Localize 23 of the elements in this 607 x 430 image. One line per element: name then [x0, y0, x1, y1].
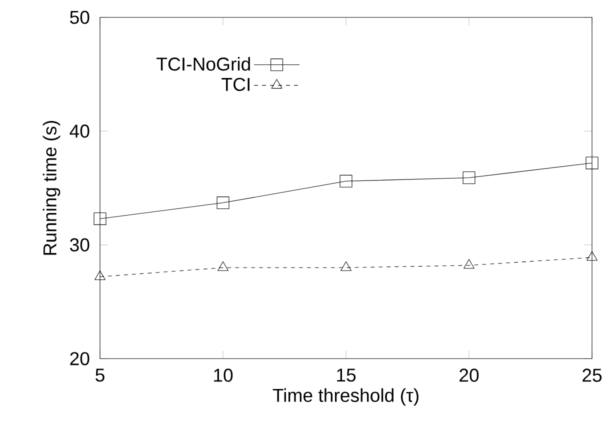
y-tick-label: 50 — [70, 10, 90, 24]
point — [216, 196, 230, 210]
point — [586, 156, 598, 170]
y-tick-label: 40 — [70, 124, 90, 138]
point — [586, 251, 598, 261]
y-tick-label: 30 — [70, 238, 90, 252]
x-tick-label: 25 — [582, 368, 602, 382]
point — [94, 212, 106, 225]
point — [464, 259, 474, 269]
y-axis-title: Running time (s) — [42, 120, 60, 255]
x-tick-label: 5 — [96, 368, 104, 382]
point — [340, 174, 352, 188]
x-tick-label: 15 — [337, 368, 356, 382]
point — [462, 172, 476, 184]
x-tick-label: 20 — [460, 368, 479, 382]
point — [94, 270, 106, 280]
point — [340, 261, 352, 271]
y-tick-label: 20 — [70, 352, 90, 366]
x-tick-label: 10 — [214, 368, 233, 382]
legend-label: TCI-NoGrid — [156, 57, 250, 71]
point — [218, 261, 228, 271]
legend-label: TCI — [222, 78, 250, 91]
x-axis-title: Time threshold (τ) — [272, 388, 418, 406]
